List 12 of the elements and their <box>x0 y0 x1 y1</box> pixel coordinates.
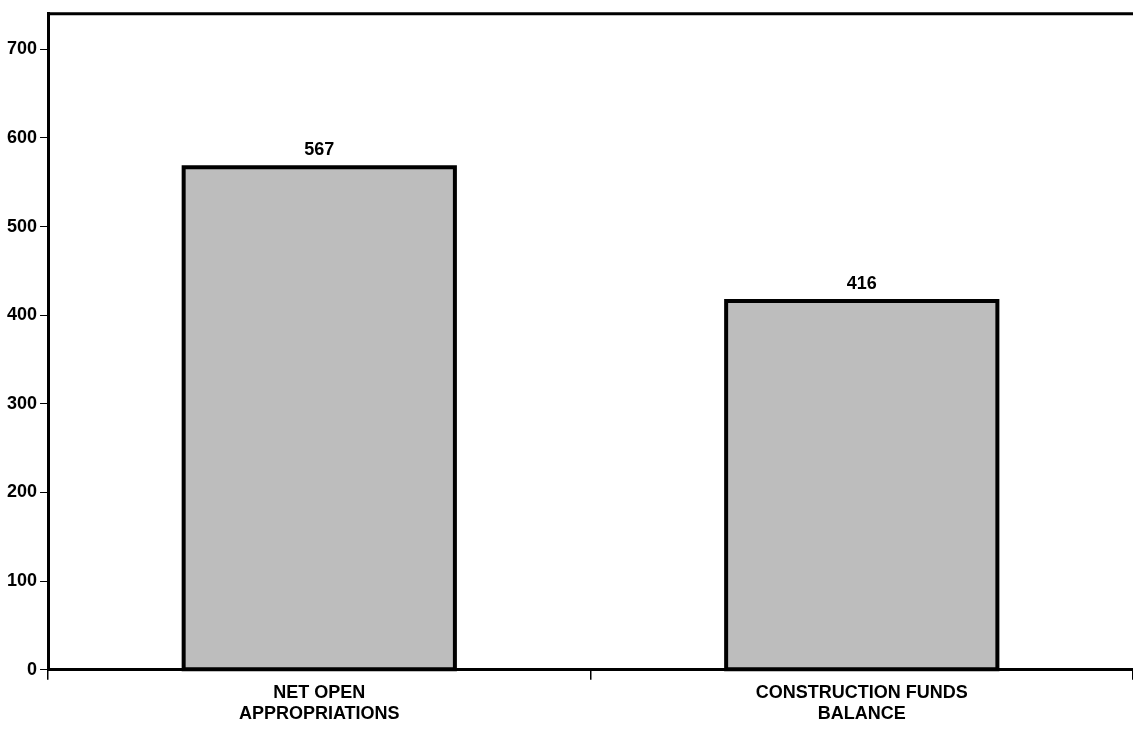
y-tick-label: 300 <box>6 392 38 413</box>
data-label: 567 <box>304 139 335 160</box>
y-tick-label: 700 <box>6 38 38 59</box>
y-tick-label: 200 <box>6 481 38 502</box>
y-tick-label: 600 <box>6 126 38 147</box>
y-tick-label: 400 <box>6 304 38 325</box>
y-tick-label: 500 <box>6 215 38 236</box>
y-tick-label: 0 <box>27 658 38 679</box>
x-tick-label: NET OPEN APPROPRIATIONS <box>238 681 400 724</box>
x-tick-label: CONSTRUCTION FUNDS BALANCE <box>755 681 968 724</box>
y-tick-label: 100 <box>6 570 38 591</box>
data-label: 416 <box>846 272 877 293</box>
